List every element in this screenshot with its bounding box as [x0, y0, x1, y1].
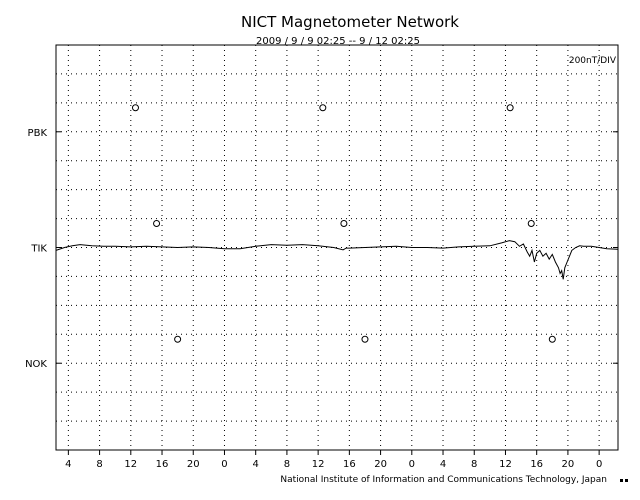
midnight-marker-pbk — [319, 104, 327, 112]
midnight-marker-tik — [153, 220, 161, 227]
x-tick-label: 8 — [471, 459, 477, 470]
series-lines — [55, 240, 618, 280]
station-label-nok: NOK — [25, 359, 47, 370]
x-tick-label: 4 — [440, 459, 446, 470]
scale-label: 200nT/DIV — [569, 56, 617, 66]
footer-credit: National Institute of Information and Co… — [280, 475, 607, 485]
x-tick-label: 12 — [312, 459, 325, 470]
x-tick-label: 4 — [65, 459, 71, 470]
x-axis-ticks: 4 8 12 16 20 0 4 8 12 16 20 0 4 8 12 16 20 0 — [65, 450, 602, 470]
midnight-marker-nok — [174, 335, 182, 343]
x-tick-label: 4 — [253, 459, 259, 470]
station-labels: PBK TIK NOK — [25, 128, 618, 370]
midnight-marker-nok — [548, 335, 556, 343]
midnight-marker-tik — [527, 220, 535, 227]
x-tick-label: 0 — [221, 459, 227, 470]
midnight-markers — [131, 104, 556, 343]
station-label-pbk: PBK — [28, 128, 48, 139]
x-tick-label: 20 — [187, 459, 200, 470]
station-label-tik: TIK — [30, 244, 47, 255]
x-tick-label: 16 — [343, 459, 356, 470]
x-tick-label: 8 — [96, 459, 102, 470]
x-tick-label: 16 — [156, 459, 169, 470]
grid-lines — [56, 45, 618, 450]
x-tick-label: 0 — [409, 459, 415, 470]
x-tick-label: 0 — [596, 459, 602, 470]
x-tick-label: 20 — [562, 459, 575, 470]
midnight-marker-tik — [340, 220, 348, 227]
series-line-tik — [55, 240, 618, 280]
x-tick-label: 12 — [499, 459, 512, 470]
x-tick-label: 20 — [374, 459, 387, 470]
x-tick-label: 8 — [284, 459, 290, 470]
chart-title: NICT Magnetometer Network — [241, 13, 459, 31]
midnight-marker-pbk — [506, 104, 514, 112]
footer-logo — [620, 479, 628, 482]
x-tick-label: 12 — [124, 459, 137, 470]
chart-subtitle: 2009 / 9 / 9 02:25 -- 9 / 12 02:25 — [256, 36, 420, 47]
x-tick-label: 16 — [530, 459, 543, 470]
midnight-marker-pbk — [131, 104, 139, 112]
midnight-marker-nok — [361, 335, 369, 343]
